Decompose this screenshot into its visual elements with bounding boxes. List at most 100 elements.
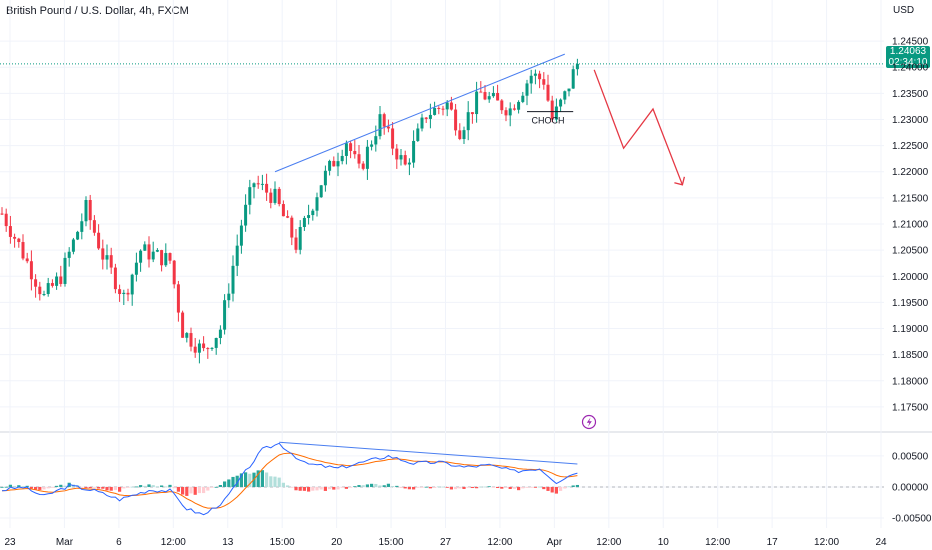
candle-body [92, 220, 96, 233]
candle-body [399, 155, 403, 160]
histogram-bar [575, 484, 579, 487]
histogram-bar [416, 486, 420, 488]
time-tick-label: 27 [440, 537, 452, 548]
time-tick-label: 15:00 [379, 537, 404, 548]
candle-body [336, 161, 340, 167]
histogram-bar [50, 486, 54, 488]
price-tick-label: 1.24000 [892, 63, 929, 74]
time-tick-label: 12:00 [814, 537, 839, 548]
candle-body [59, 276, 63, 284]
histogram-bar [193, 486, 197, 495]
histogram-bar [328, 486, 332, 490]
candle-body [311, 210, 315, 216]
price-tick-label: 1.22000 [892, 167, 929, 178]
candle-body [38, 286, 42, 295]
histogram-bar [470, 486, 474, 489]
candle-body [176, 284, 180, 313]
macd-line [1, 442, 578, 516]
histogram-bar [399, 486, 403, 488]
histogram-bar [181, 486, 185, 495]
lightning-icon[interactable] [581, 414, 597, 430]
histogram-bar [521, 486, 525, 489]
histogram-bar [323, 486, 327, 491]
histogram-bar [84, 486, 88, 488]
histogram-bar [277, 477, 281, 487]
histogram-bar [8, 484, 12, 487]
histogram-bar [206, 486, 210, 491]
histogram-bar [0, 486, 4, 488]
macd-pane [0, 441, 579, 516]
candle-body [118, 289, 122, 295]
candle-body [315, 197, 319, 211]
candle-body [542, 79, 546, 85]
histogram-bar [332, 486, 336, 490]
candle-body [302, 217, 306, 227]
candle-body [147, 244, 151, 260]
histogram-bar [34, 486, 38, 490]
histogram-bar [256, 470, 260, 487]
histogram-bar [21, 486, 25, 487]
histogram-bar [281, 482, 285, 487]
candle-body [244, 204, 248, 226]
candle-body [286, 216, 290, 218]
histogram-bar [25, 485, 29, 487]
time-tick-label: 6 [116, 537, 122, 548]
histogram-bar [294, 486, 298, 491]
histogram-bar [151, 485, 155, 487]
candle-body [126, 292, 130, 295]
candle-body [13, 236, 17, 239]
candle-body [8, 226, 12, 237]
histogram-bar [17, 485, 21, 487]
histogram-bar [273, 476, 277, 487]
histogram-bar [344, 486, 348, 489]
histogram-bar [491, 486, 495, 488]
histogram-bar [353, 486, 357, 487]
histogram-bar [454, 486, 458, 490]
histogram-bar [155, 486, 159, 488]
histogram-bar [315, 486, 319, 491]
histogram-bar [437, 486, 441, 488]
histogram-bar [189, 486, 193, 494]
candle-body [391, 128, 395, 149]
candle-body [491, 92, 495, 97]
candle-body [50, 283, 54, 286]
histogram-bar [349, 486, 353, 488]
time-tick-label: 23 [4, 537, 16, 548]
histogram-bar [462, 486, 466, 489]
candle-body [172, 260, 176, 285]
histogram-bar [248, 473, 252, 487]
candle-body [567, 88, 571, 92]
price-tick-label: 1.18000 [892, 376, 929, 387]
candle-body [323, 170, 327, 186]
histogram-bar [319, 486, 323, 490]
candle-body [101, 248, 105, 260]
histogram-bar [260, 470, 264, 487]
candle-body [122, 292, 126, 295]
candle-body [378, 114, 382, 137]
divergence-line [279, 441, 578, 465]
candle-body [428, 114, 432, 119]
histogram-bar [134, 486, 138, 488]
histogram-bar [525, 486, 529, 488]
candle-body [151, 251, 155, 260]
candles [0, 58, 579, 364]
histogram-bar [176, 486, 180, 492]
time-axis: 23 Mar 6 12:00 13 15:00 20 15:00 27 12:00 Apr 12:00… [4, 537, 887, 548]
candle-body [357, 154, 361, 164]
candle-body [168, 253, 172, 261]
histogram-bar [496, 486, 500, 489]
time-tick-label: 12:00 [161, 537, 186, 548]
time-tick-label: 15:00 [270, 537, 295, 548]
candle-body [550, 100, 554, 120]
candle-body [130, 274, 134, 295]
candle-body [71, 239, 75, 252]
candle-body [269, 192, 273, 203]
histogram-bar [475, 486, 479, 489]
candle-body [294, 237, 298, 250]
candle-body [458, 130, 462, 139]
histogram-bar [88, 486, 92, 489]
candle-body [265, 183, 269, 193]
candle-body [508, 108, 512, 116]
candle-body [575, 63, 579, 70]
